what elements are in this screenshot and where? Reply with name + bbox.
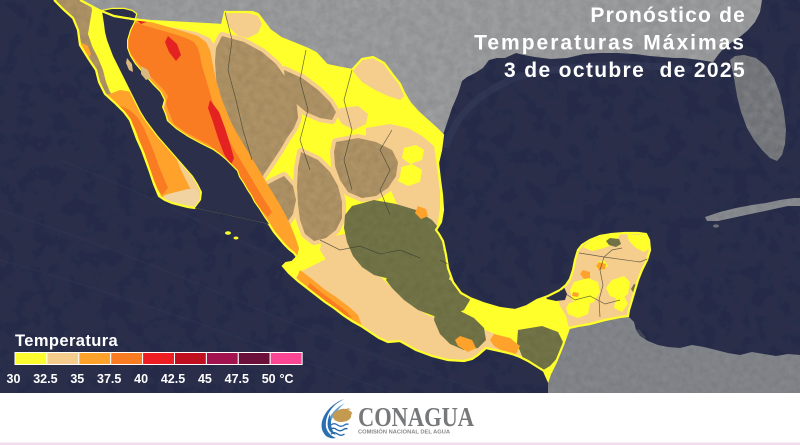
svg-text:CONAGUA: CONAGUA	[358, 402, 474, 432]
svg-text:3 de octubre de 2025: 3 de octubre de 2025	[504, 59, 746, 82]
svg-text:32.5: 32.5	[33, 372, 57, 386]
svg-text:Temperaturas Máximas: Temperaturas Máximas	[474, 32, 746, 55]
svg-text:°C: °C	[279, 372, 293, 386]
svg-text:40: 40	[134, 372, 148, 386]
svg-text:37.5: 37.5	[97, 372, 121, 386]
svg-text:30: 30	[7, 372, 21, 386]
svg-text:35: 35	[70, 372, 84, 386]
svg-text:42.5: 42.5	[161, 372, 185, 386]
svg-text:45: 45	[198, 372, 212, 386]
svg-text:47.5: 47.5	[225, 372, 249, 386]
svg-text:Temperatura: Temperatura	[15, 332, 119, 350]
svg-text:Pronóstico de: Pronóstico de	[590, 4, 746, 27]
svg-text:50: 50	[262, 372, 276, 386]
svg-text:COMISIÓN NACIONAL DEL AGUA: COMISIÓN NACIONAL DEL AGUA	[358, 428, 450, 436]
